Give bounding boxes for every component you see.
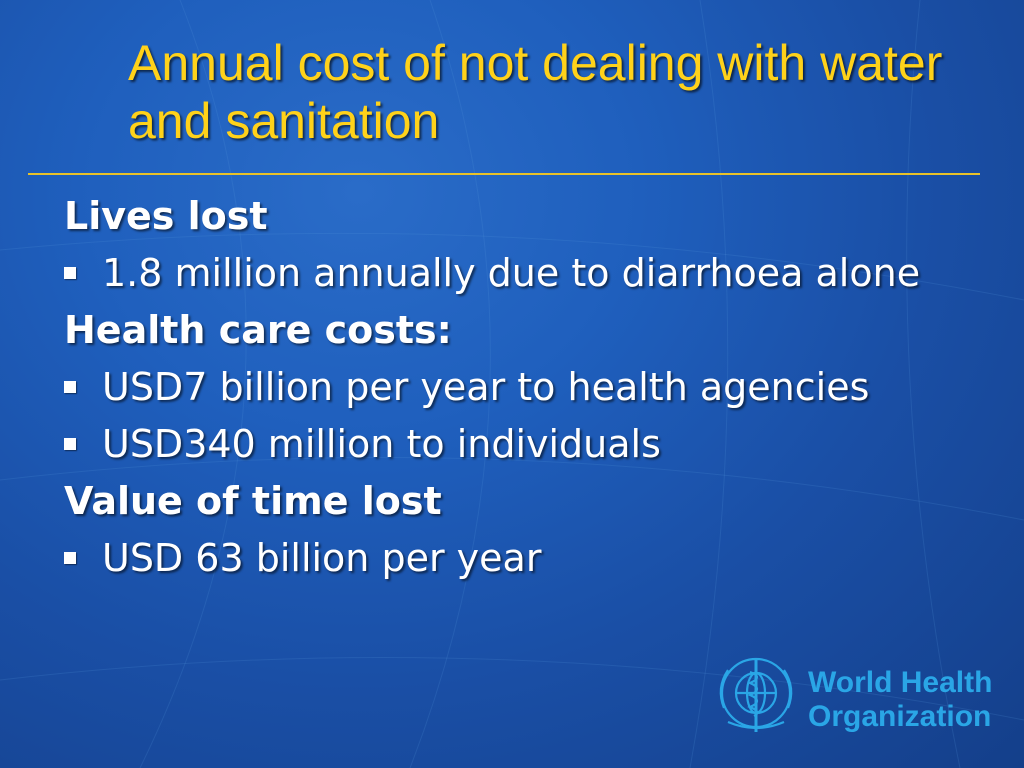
bullet-text: 1.8 million annually due to diarrhoea al… (102, 251, 921, 295)
bullet-item: 1.8 million annually due to diarrhoea al… (64, 246, 964, 300)
section-heading-value-of-time-lost: Value of time lost (64, 479, 442, 523)
square-bullet-icon (64, 267, 76, 279)
bullet-text: USD340 million to individuals (102, 422, 661, 466)
logo-text-line1: World Health (808, 666, 992, 699)
bullet-item: USD7 billion per year to health agencies (64, 360, 964, 414)
bullet-item: USD 63 billion per year (64, 531, 964, 585)
square-bullet-icon (64, 438, 76, 450)
bullet-item: USD340 million to individuals (64, 417, 964, 471)
bullet-text: USD7 billion per year to health agencies (102, 365, 870, 409)
slide-title: Annual cost of not dealing with water an… (128, 35, 943, 149)
section-heading-health-care-costs: Health care costs: (64, 308, 452, 352)
square-bullet-icon (64, 552, 76, 564)
bullet-text: USD 63 billion per year (102, 536, 542, 580)
slide-body: Lives lost 1.8 million annually due to d… (64, 186, 964, 588)
who-emblem-icon (719, 657, 793, 732)
title-divider (28, 173, 980, 175)
who-logo: World Health Organization (719, 657, 992, 733)
logo-text-line2: Organization (808, 700, 991, 733)
section-heading-lives-lost: Lives lost (64, 194, 268, 238)
square-bullet-icon (64, 381, 76, 393)
